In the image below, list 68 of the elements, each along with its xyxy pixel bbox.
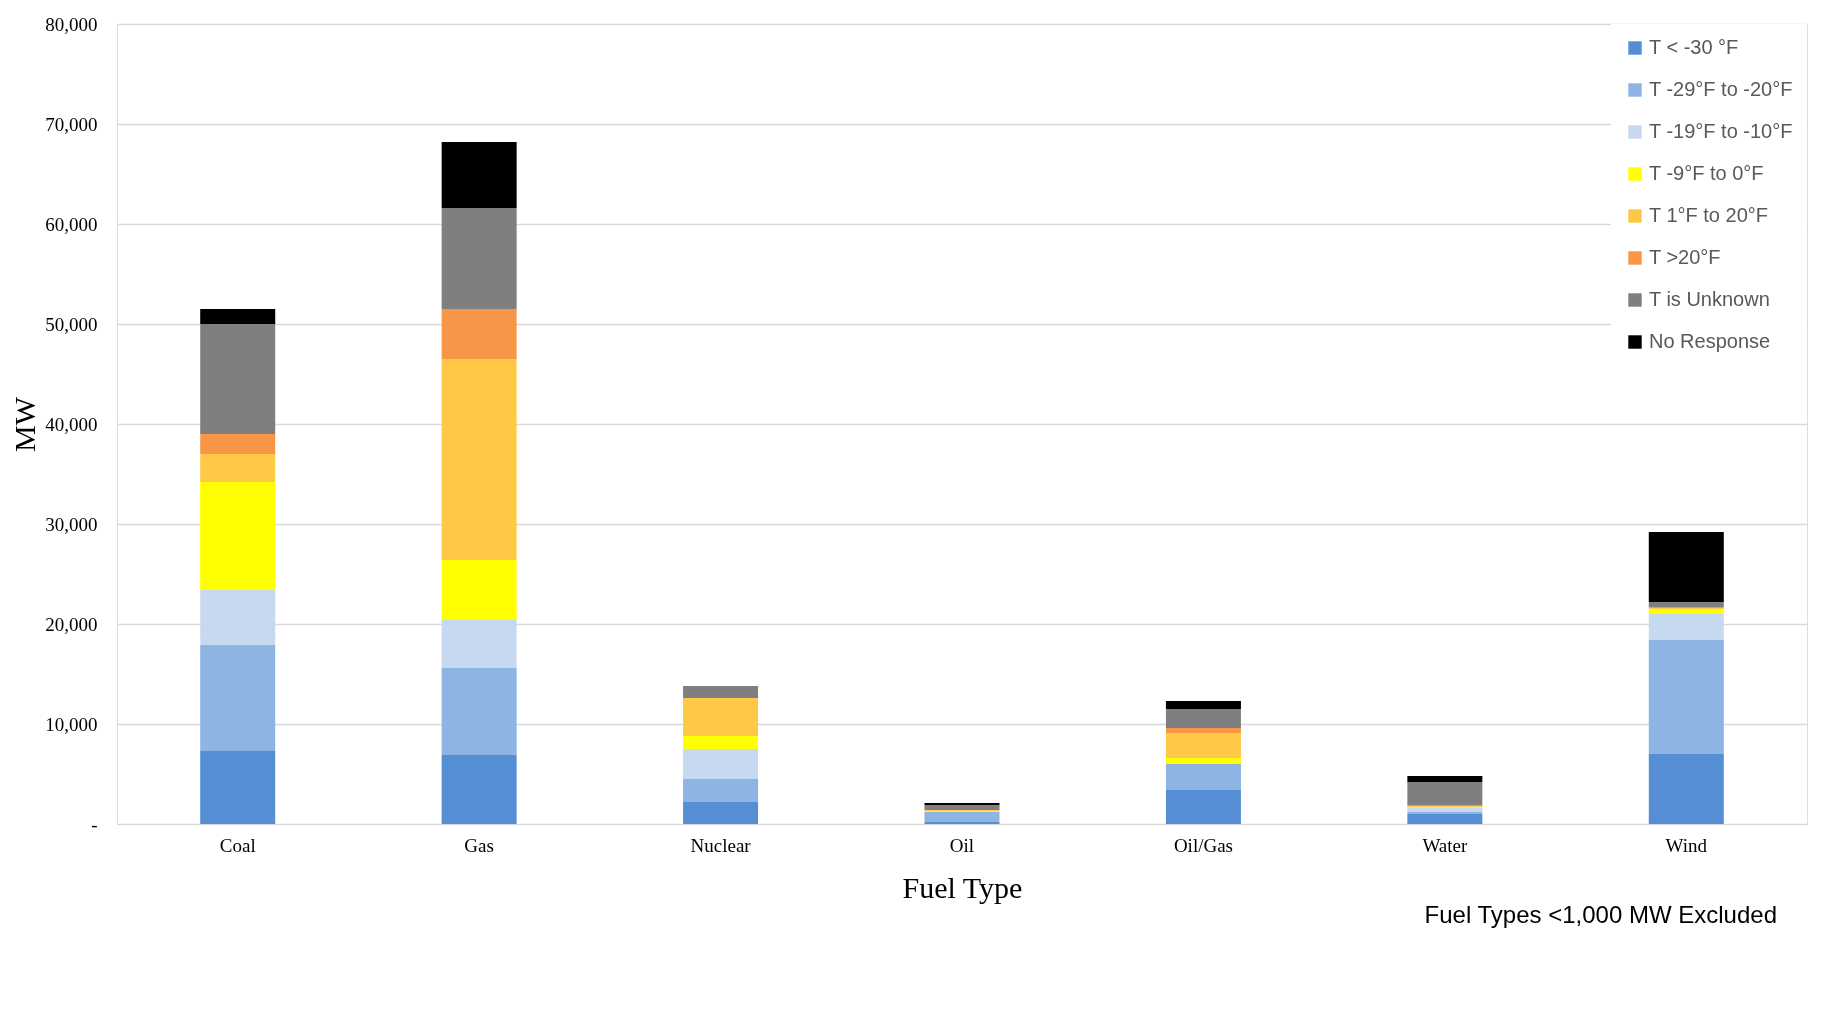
y-tick-label: 60,000 (45, 213, 98, 235)
bar (683, 736, 759, 749)
bar (441, 142, 517, 208)
legend-label: T -19°F to -10°F (1649, 120, 1793, 142)
bar (441, 620, 517, 668)
legend-label: T -29°F to -20°F (1649, 78, 1793, 100)
legend-label: T < -30 °F (1649, 36, 1739, 58)
bar (1648, 640, 1724, 754)
x-tick-label: Nuclear (690, 834, 752, 856)
bar (683, 698, 759, 736)
bar (1165, 728, 1241, 733)
y-tick-label: 10,000 (45, 713, 98, 735)
y-tick-label: 50,000 (45, 313, 98, 335)
bar (683, 749, 759, 779)
bar (1407, 808, 1483, 812)
bar (1648, 602, 1724, 607)
y-tick-label: 80,000 (45, 13, 98, 35)
bar (683, 686, 759, 698)
bar (924, 805, 1000, 810)
bar (1165, 758, 1241, 764)
legend-label: T 1°F to 20°F (1649, 204, 1769, 226)
legend-label: No Response (1649, 330, 1771, 352)
bar (441, 208, 517, 309)
y-tick-label: - (91, 813, 98, 835)
y-tick-label: 40,000 (45, 413, 98, 435)
bar (200, 434, 276, 454)
x-tick-label: Water (1422, 834, 1468, 856)
y-tick-label: 70,000 (45, 113, 98, 135)
legend-label: T -9°F to 0°F (1649, 162, 1764, 184)
bar (441, 560, 517, 620)
bar (1407, 776, 1483, 782)
bar (1165, 790, 1241, 824)
bar (924, 812, 1000, 822)
bar (683, 802, 759, 824)
bar (1165, 764, 1241, 790)
bar (441, 755, 517, 824)
x-tick-label: Oil/Gas (1173, 834, 1233, 856)
bar (1165, 709, 1241, 728)
bar (441, 668, 517, 755)
bar (1648, 609, 1724, 614)
bar (1407, 814, 1483, 824)
bar (200, 590, 276, 645)
legend-label: T >20°F (1649, 246, 1721, 268)
bar (1165, 701, 1241, 709)
bar (200, 751, 276, 824)
x-tick-label: Wind (1665, 834, 1708, 856)
bar (200, 324, 276, 434)
bar (1407, 782, 1483, 805)
y-tick-label: 30,000 (45, 513, 98, 535)
bar (683, 779, 759, 802)
bar (1648, 532, 1724, 602)
bar (200, 454, 276, 482)
y-axis-title: MW (8, 396, 42, 452)
bar (200, 309, 276, 324)
bar (1165, 733, 1241, 758)
bar (200, 645, 276, 751)
x-axis-title: Fuel Type (902, 870, 1023, 904)
bar (441, 309, 517, 359)
legend-label: T is Unknown (1649, 288, 1770, 310)
bar (441, 359, 517, 560)
x-tick-label: Oil (949, 834, 975, 856)
x-tick-label: Coal (219, 834, 256, 856)
bar (1648, 754, 1724, 824)
text: Fuel Types <1,000 MW Excluded (1424, 901, 1777, 928)
y-tick-label: 20,000 (45, 613, 98, 635)
x-tick-label: Gas (464, 834, 494, 856)
bar (200, 482, 276, 590)
bar (1648, 614, 1724, 640)
